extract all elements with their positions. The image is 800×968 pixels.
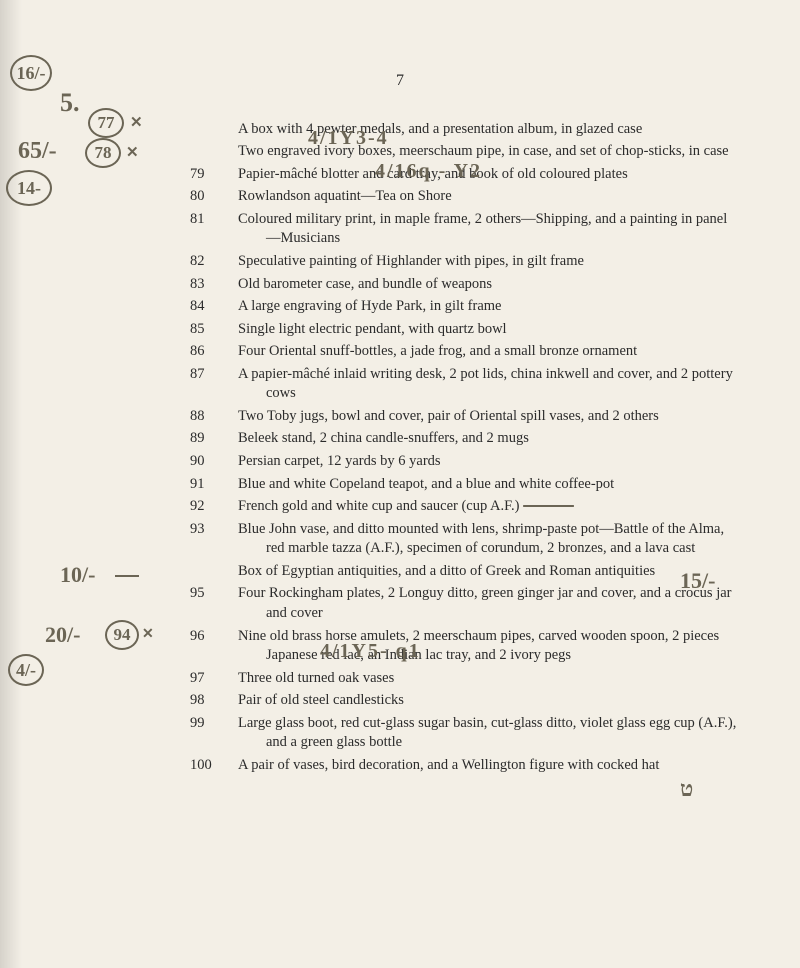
lot-description: Old barometer case, and bundle of weapon… — [238, 275, 740, 295]
lot-number: 84 — [190, 297, 238, 317]
inline-annotation: 4/1Y3-4 — [308, 127, 389, 150]
circle-icon: 94 — [105, 620, 139, 650]
margin-annotation: 15/- — [680, 568, 715, 594]
lot-number: 89 — [190, 429, 238, 449]
lot-description: Rowlandson aquatint—Tea on Shore — [238, 187, 740, 207]
lot-text: French gold and white cup and saucer (cu… — [238, 498, 520, 514]
circle-icon: 14- — [6, 170, 52, 206]
lot-description: Papier-mâché blotter and card tray, and … — [238, 165, 740, 185]
lot-entry: 80 Rowlandson aquatint—Tea on Shore — [190, 187, 740, 207]
lot-description: Single light electric pendant, with quar… — [238, 320, 740, 340]
lot-description: Blue John vase, and ditto mounted with l… — [238, 520, 740, 559]
lot-entry: 100 A pair of vases, bird decoration, an… — [190, 756, 740, 776]
lot-number: 81 — [190, 210, 238, 249]
margin-annotation: 10/- — [60, 562, 95, 588]
lot-description: Nine old brass horse amulets, 2 meerscha… — [238, 627, 740, 666]
lot-entry: 81 Coloured military print, in maple fra… — [190, 210, 740, 249]
lot-entry: Box of Egyptian antiquities, and a ditto… — [190, 562, 740, 582]
lot-entry: 87 A papier-mâché inlaid writing desk, 2… — [190, 365, 740, 404]
lot-description: A papier-mâché inlaid writing desk, 2 po… — [238, 365, 740, 404]
lot-number: 91 — [190, 475, 238, 495]
lot-number: 83 — [190, 275, 238, 295]
lot-number: 87 — [190, 365, 238, 404]
lot-description: Three old turned oak vases — [238, 669, 740, 689]
lot-entry: 86 Four Oriental snuff-bottles, a jade f… — [190, 342, 740, 362]
lot-entry: 93 Blue John vase, and ditto mounted wit… — [190, 520, 740, 559]
lot-number — [190, 562, 238, 582]
underline-mark — [115, 575, 139, 577]
lot-description: A large engraving of Hyde Park, in gilt … — [238, 297, 740, 317]
margin-annotation: 94 — [105, 620, 139, 650]
lot-entry: 97 Three old turned oak vases — [190, 669, 740, 689]
lot-number: 92 — [190, 497, 238, 517]
lot-description: Coloured military print, in maple frame,… — [238, 210, 740, 249]
margin-annotation: ✕ — [126, 143, 139, 162]
lot-entry: 84 A large engraving of Hyde Park, in gi… — [190, 297, 740, 317]
lot-number: 93 — [190, 520, 238, 559]
lot-description: Speculative painting of Highlander with … — [238, 252, 740, 272]
lot-entry: 92 French gold and white cup and saucer … — [190, 497, 740, 517]
lot-number: 100 — [190, 756, 238, 776]
lot-entry: 82 Speculative painting of Highlander wi… — [190, 252, 740, 272]
lot-entry: 83 Old barometer case, and bundle of wea… — [190, 275, 740, 295]
margin-annotation: ט — [680, 776, 693, 802]
lot-number: 90 — [190, 452, 238, 472]
lot-entry: 91 Blue and white Copeland teapot, and a… — [190, 475, 740, 495]
margin-annotation: 5. — [60, 88, 80, 118]
lot-description: French gold and white cup and saucer (cu… — [238, 497, 740, 517]
lot-number: 96 — [190, 627, 238, 666]
inline-annotation: 4/1Y5- q1 — [320, 640, 421, 663]
margin-annotation: 4/- — [8, 654, 44, 686]
margin-annotation: 20/- — [45, 622, 80, 648]
lot-entry: 90 Persian carpet, 12 yards by 6 yards — [190, 452, 740, 472]
lot-description: A pair of vases, bird decoration, and a … — [238, 756, 740, 776]
margin-annotation: ✕ — [142, 626, 154, 643]
lot-number: 79 — [190, 165, 238, 185]
lot-entry: 89 Beleek stand, 2 china candle-snuffers… — [190, 429, 740, 449]
lot-number: 88 — [190, 407, 238, 427]
circle-icon: 78 — [85, 138, 121, 168]
margin-annotation: ✕ — [130, 113, 143, 132]
lot-number: 97 — [190, 669, 238, 689]
margin-annotation: 14- — [6, 170, 52, 206]
lot-description: Box of Egyptian antiquities, and a ditto… — [238, 562, 740, 582]
lot-entry: Two engraved ivory boxes, meerschaum pip… — [190, 142, 740, 162]
lot-number: 86 — [190, 342, 238, 362]
circle-icon: 77 — [88, 108, 124, 138]
lot-entry: 96 Nine old brass horse amulets, 2 meers… — [190, 627, 740, 666]
lot-entry: 88 Two Toby jugs, bowl and cover, pair o… — [190, 407, 740, 427]
circle-icon: 16/- — [10, 55, 52, 91]
lot-number — [190, 120, 238, 140]
lot-number: 99 — [190, 714, 238, 753]
lot-description: Beleek stand, 2 china candle-snuffers, a… — [238, 429, 740, 449]
lot-entry: 95 Four Rockingham plates, 2 Longuy ditt… — [190, 584, 740, 623]
margin-annotation: 77 — [88, 108, 124, 138]
lot-entry: 98 Pair of old steel candlesticks — [190, 691, 740, 711]
strike-mark — [523, 498, 574, 514]
lot-number: 82 — [190, 252, 238, 272]
lot-number: 95 — [190, 584, 238, 623]
lot-entry: 99 Large glass boot, red cut-glass sugar… — [190, 714, 740, 753]
margin-annotation: 78 — [85, 138, 121, 168]
lot-description: Blue and white Copeland teapot, and a bl… — [238, 475, 740, 495]
lot-description: Four Oriental snuff-bottles, a jade frog… — [238, 342, 740, 362]
circle-icon: 4/- — [8, 654, 44, 686]
lot-number — [190, 142, 238, 162]
lot-number: 85 — [190, 320, 238, 340]
lot-description: Four Rockingham plates, 2 Longuy ditto, … — [238, 584, 740, 623]
margin-annotation: 65/- — [18, 138, 57, 165]
lot-entry: 85 Single light electric pendant, with q… — [190, 320, 740, 340]
inline-annotation: 4/16q - Y2 — [375, 160, 482, 183]
lot-description: Pair of old steel candlesticks — [238, 691, 740, 711]
lot-description: Two Toby jugs, bowl and cover, pair of O… — [238, 407, 740, 427]
margin-annotation: 16/- — [10, 55, 52, 91]
page-number: 7 — [60, 70, 740, 92]
lot-number: 80 — [190, 187, 238, 207]
lot-entry: A box with 4 pewter medals, and a presen… — [190, 120, 740, 140]
lot-description: Large glass boot, red cut-glass sugar ba… — [238, 714, 740, 753]
lot-number: 98 — [190, 691, 238, 711]
lot-description: Persian carpet, 12 yards by 6 yards — [238, 452, 740, 472]
